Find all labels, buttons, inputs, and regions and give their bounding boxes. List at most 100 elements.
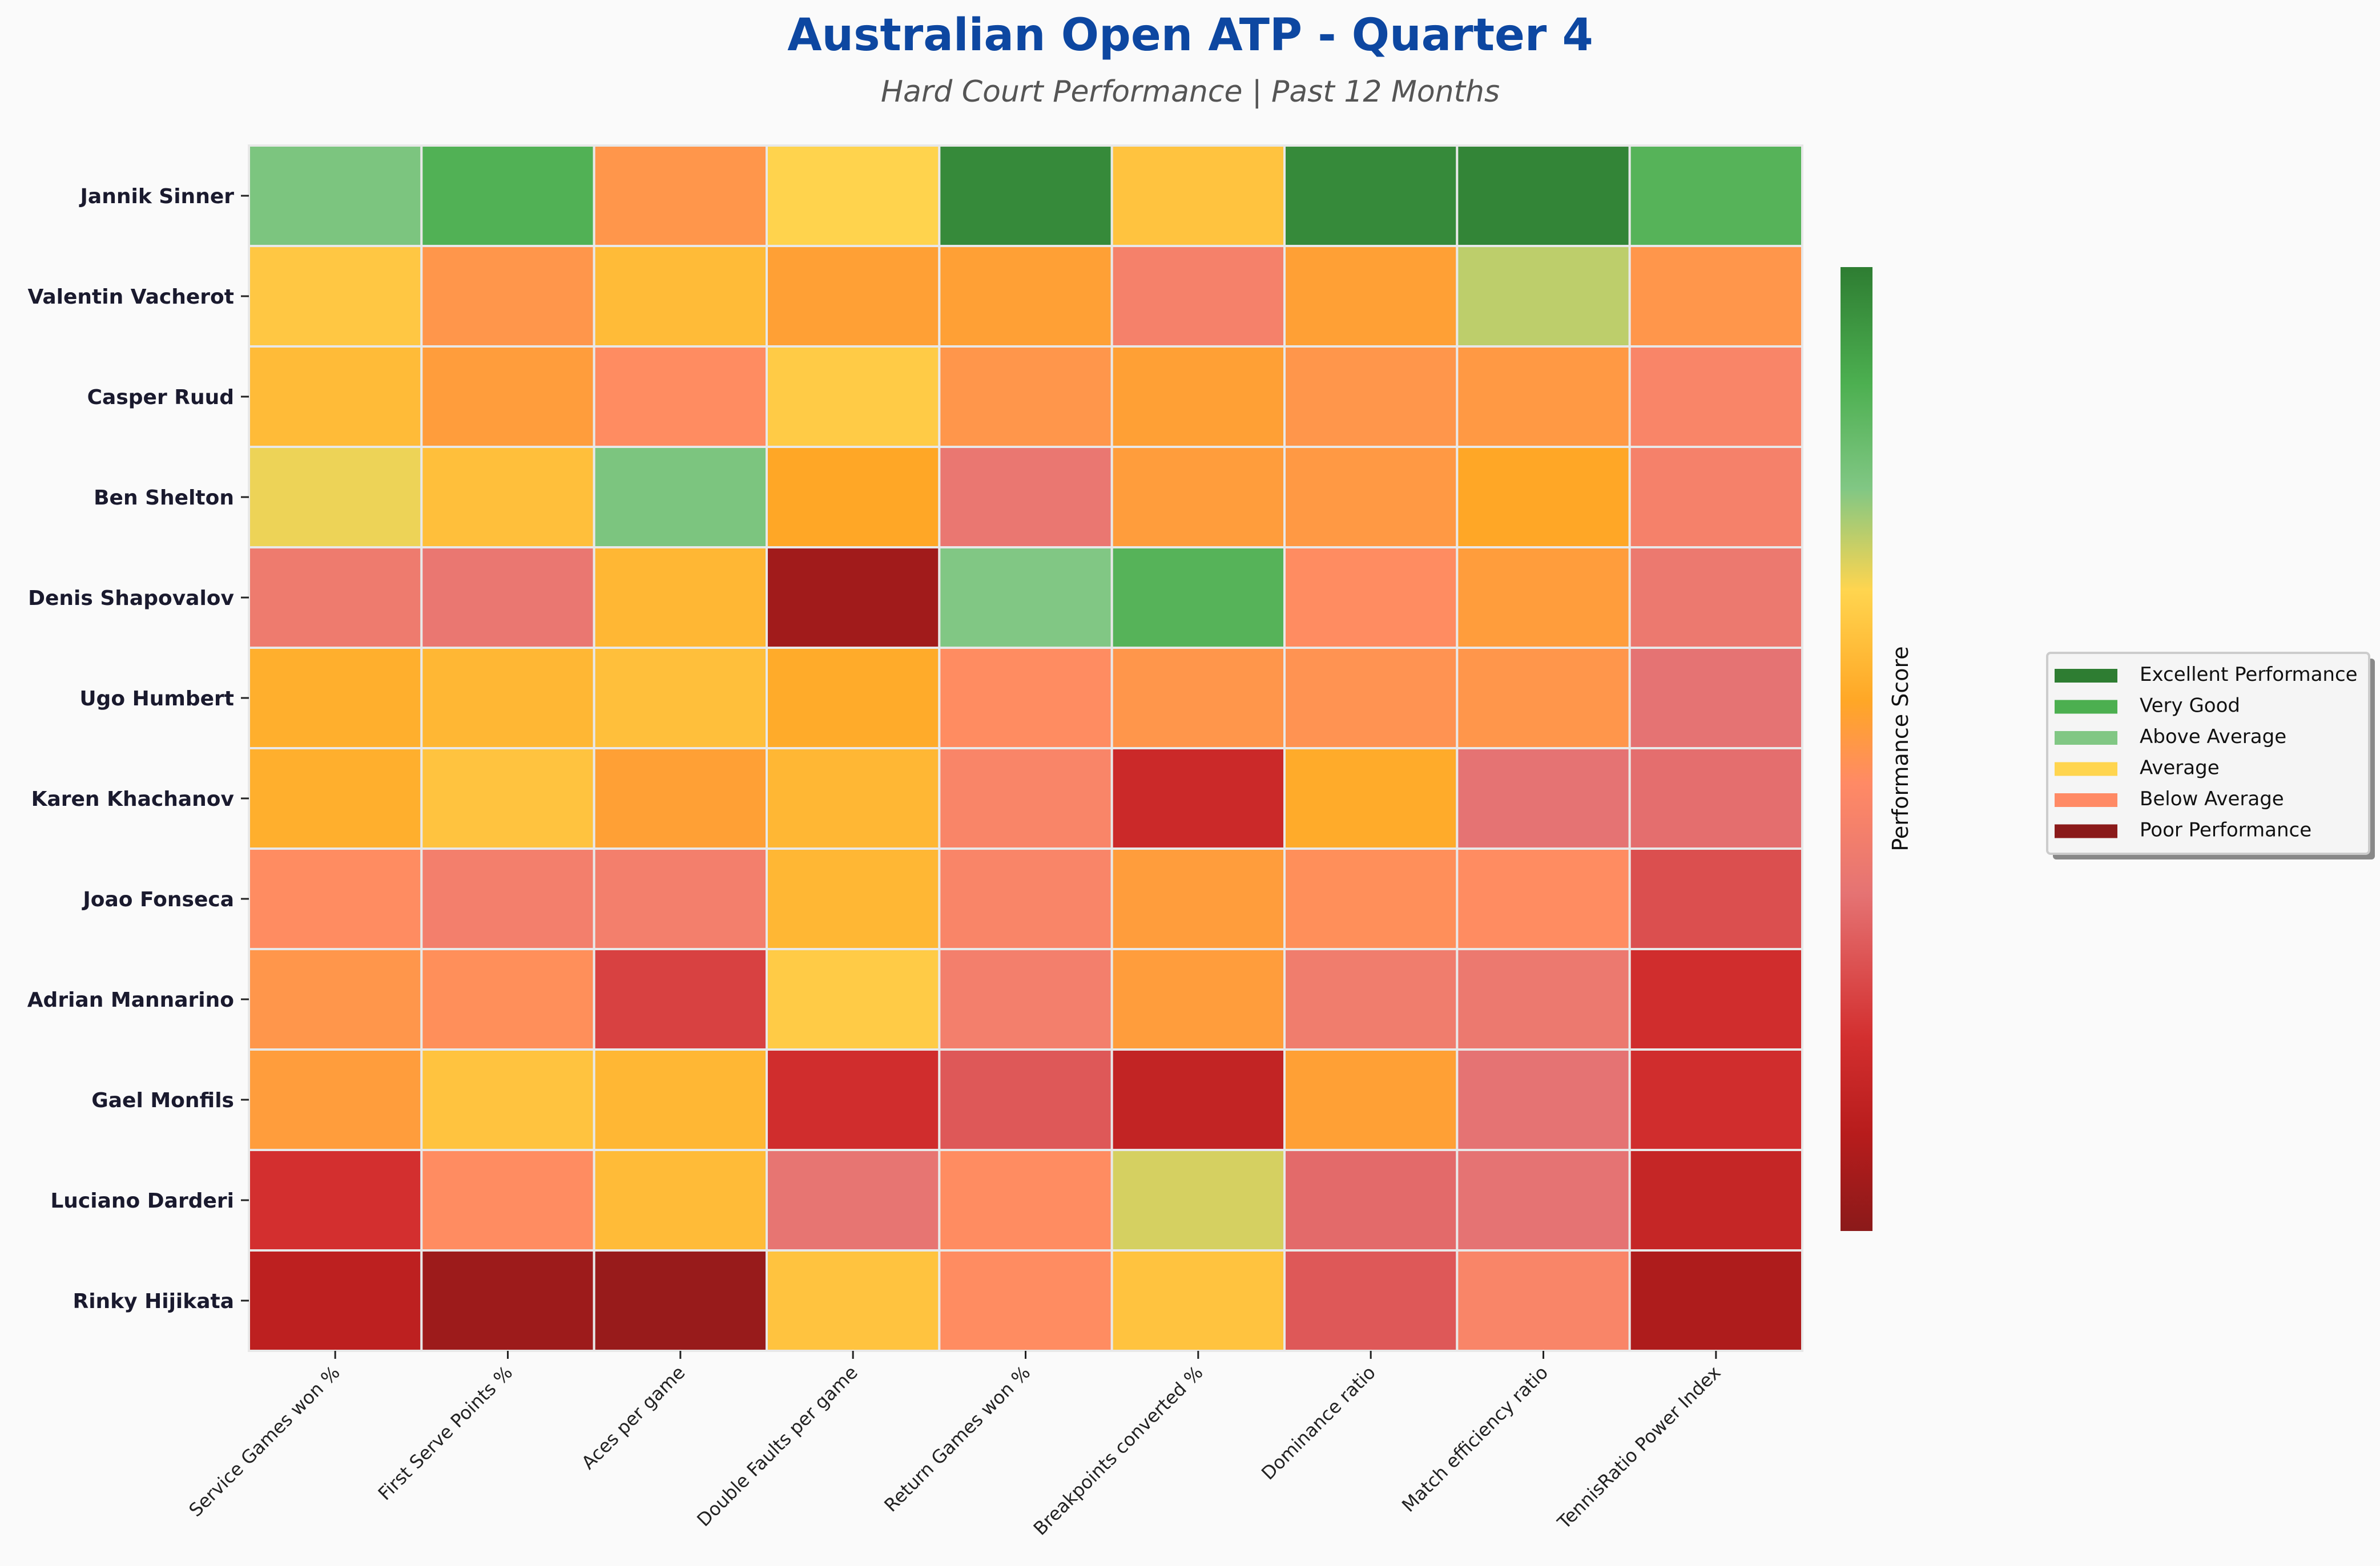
heatmap-cell — [593, 948, 768, 1051]
colorbar-label: Performance Score — [1888, 646, 1913, 851]
heatmap-cell — [1456, 747, 1631, 850]
heatmap-cell — [938, 948, 1113, 1051]
heatmap-cell — [766, 144, 941, 247]
row-label: Ben Shelton — [94, 486, 234, 510]
heatmap-cell — [766, 948, 941, 1051]
heatmap-cell — [1110, 144, 1286, 247]
row-label: Ugo Humbert — [79, 687, 234, 711]
heatmap-cell — [420, 245, 595, 348]
chart-subtitle: Hard Court Performance | Past 12 Months — [881, 75, 1500, 109]
heatmap-cell — [1628, 245, 1804, 348]
heatmap-cell — [1110, 747, 1286, 850]
heatmap-cell — [938, 446, 1113, 548]
heatmap-cell — [1110, 1149, 1286, 1252]
column-label: Breakpoints converted % — [1029, 1362, 1207, 1540]
heatmap-cell — [1283, 647, 1459, 749]
heatmap-cell — [593, 546, 768, 649]
heatmap-cell — [1110, 948, 1286, 1051]
heatmap-cell — [248, 446, 423, 548]
heatmap-cell — [1283, 747, 1459, 850]
heatmap-cell — [1628, 1048, 1804, 1151]
column-label: Aces per game — [577, 1362, 689, 1474]
heatmap-cell — [766, 1149, 941, 1252]
heatmap-cell — [766, 1048, 941, 1151]
heatmap-cell — [1283, 1249, 1459, 1352]
row-label: Valentin Vacherot — [27, 285, 234, 309]
legend-label: Excellent Performance — [2140, 663, 2358, 686]
heatmap-cell — [420, 847, 595, 950]
row-label: Luciano Darderi — [50, 1189, 234, 1213]
heatmap-cell — [1283, 948, 1459, 1051]
heatmap-cell — [593, 747, 768, 850]
heatmap-cell — [593, 647, 768, 749]
heatmap-cell — [420, 144, 595, 247]
legend: Excellent Performance Very Good Above Aver… — [2046, 652, 2375, 859]
heatmap-cell — [1110, 446, 1286, 548]
heatmap-cell — [1283, 345, 1459, 448]
heatmap-cell — [766, 1249, 941, 1352]
legend-swatch — [2055, 793, 2117, 807]
heatmap-cell — [1283, 546, 1459, 649]
heatmap-cell — [766, 345, 941, 448]
heatmap-cell — [938, 1048, 1113, 1151]
heatmap-cell — [248, 345, 423, 448]
heatmap-cell — [248, 647, 423, 749]
heatmap-cell — [248, 847, 423, 950]
heatmap-cell — [1456, 144, 1631, 247]
legend-swatch — [2055, 731, 2117, 745]
legend-label: Above Average — [2140, 725, 2286, 748]
legend-label: Below Average — [2140, 788, 2284, 810]
heatmap-cell — [1456, 1048, 1631, 1151]
heatmap-cells — [248, 144, 1804, 1352]
row-labels: Jannik Sinner Valentin Vacherot Casper Ruu… — [27, 185, 249, 1313]
heatmap-cell — [593, 144, 768, 247]
heatmap-cell — [1110, 1249, 1286, 1352]
heatmap-cell — [248, 948, 423, 1051]
heatmap-cell — [766, 747, 941, 850]
heatmap-cell — [938, 245, 1113, 348]
row-label: Jannik Sinner — [79, 185, 235, 208]
heatmap-cell — [766, 446, 941, 548]
heatmap-cell — [1456, 948, 1631, 1051]
heatmap-cell — [1283, 245, 1459, 348]
heatmap-cell — [1110, 1048, 1286, 1151]
heatmap-cell — [938, 747, 1113, 850]
chart-title: Australian Open ATP - Quarter 4 — [787, 10, 1593, 61]
colorbar — [1841, 267, 1872, 1231]
heatmap-cell — [938, 546, 1113, 649]
heatmap-cell — [1456, 647, 1631, 749]
heatmap-cell — [1628, 446, 1804, 548]
heatmap-cell — [938, 144, 1113, 247]
heatmap-cell — [593, 245, 768, 348]
column-label: Return Games won % — [880, 1362, 1034, 1516]
heatmap-cell — [593, 345, 768, 448]
legend-label: Poor Performance — [2140, 819, 2311, 842]
heatmap-cell — [1110, 647, 1286, 749]
heatmap-cell — [420, 747, 595, 850]
heatmap-cell — [1110, 345, 1286, 448]
heatmap-cell — [420, 546, 595, 649]
heatmap-cell — [593, 1048, 768, 1151]
heatmap-cell — [1456, 1149, 1631, 1252]
heatmap-cell — [938, 345, 1113, 448]
heatmap-cell — [1628, 647, 1804, 749]
heatmap-cell — [1628, 948, 1804, 1051]
heatmap-cell — [248, 747, 423, 850]
heatmap-cell — [938, 1149, 1113, 1252]
heatmap-cell — [766, 546, 941, 649]
row-label: Adrian Mannarino — [27, 988, 234, 1012]
heatmap-cell — [420, 948, 595, 1051]
legend-label: Average — [2140, 757, 2220, 780]
heatmap-cell — [1628, 747, 1804, 850]
column-label: Match efficiency ratio — [1398, 1362, 1552, 1516]
heatmap-cell — [766, 647, 941, 749]
heatmap-cell — [1456, 546, 1631, 649]
heatmap-cell — [420, 1048, 595, 1151]
heatmap-cell — [1110, 245, 1286, 348]
heatmap-cell — [1283, 1048, 1459, 1151]
heatmap-cell — [1628, 546, 1804, 649]
heatmap-cell — [1110, 847, 1286, 950]
heatmap-cell — [248, 546, 423, 649]
heatmap-cell — [766, 847, 941, 950]
column-labels: Service Games won % First Serve Points % A… — [184, 1351, 1725, 1540]
